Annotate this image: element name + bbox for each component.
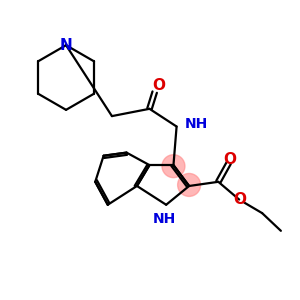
Text: NH: NH [185,117,208,131]
Circle shape [162,155,185,178]
Text: O: O [234,192,247,207]
Text: O: O [223,152,236,167]
Text: NH: NH [152,212,176,226]
Text: N: N [60,38,72,53]
Text: O: O [152,78,165,93]
Circle shape [178,173,201,196]
